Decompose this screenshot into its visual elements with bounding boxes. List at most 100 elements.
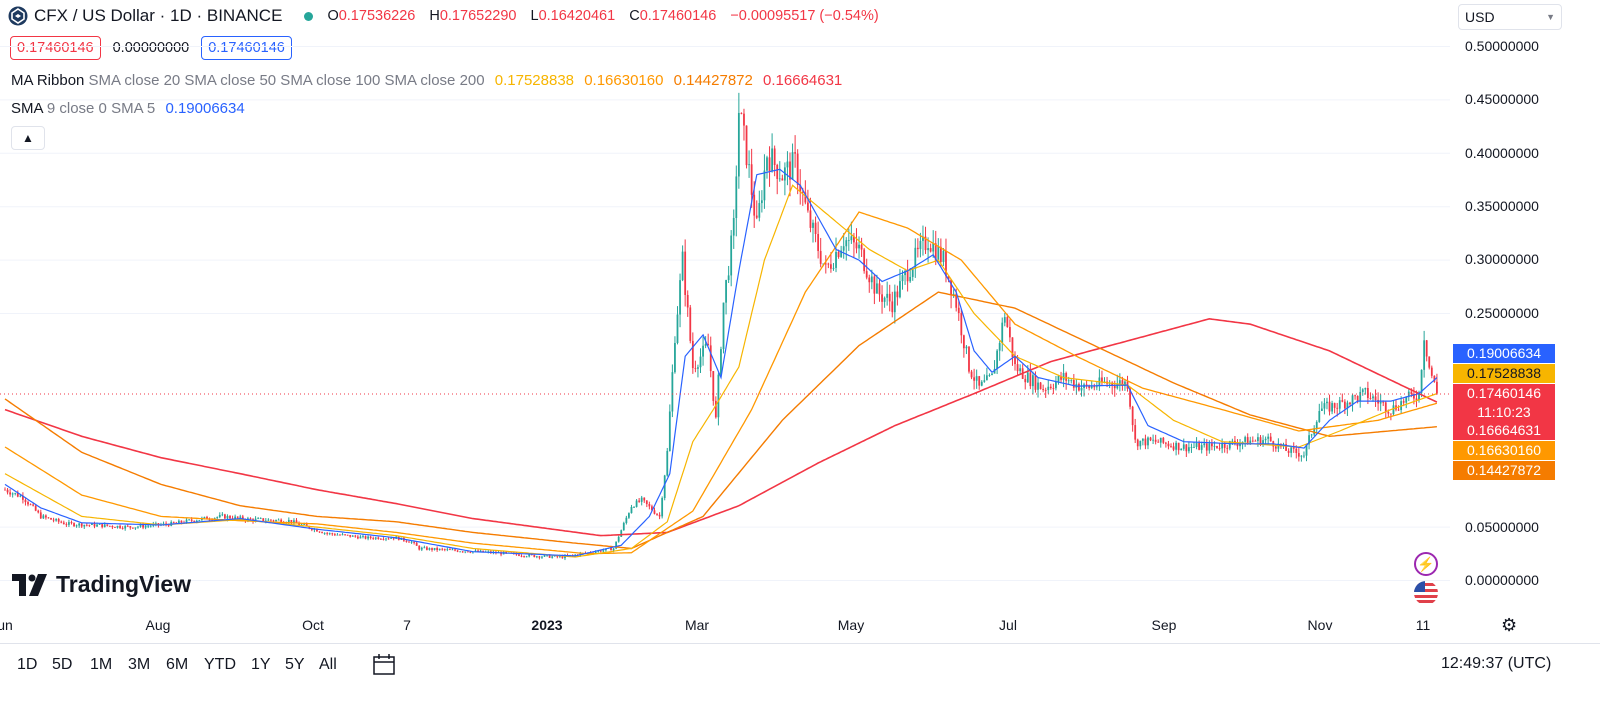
candle-body <box>906 270 909 282</box>
candle-body <box>65 524 68 526</box>
x-tick: May <box>837 617 865 633</box>
candle-body <box>901 275 904 282</box>
candle-body <box>154 523 157 525</box>
candle-body <box>239 516 242 518</box>
candle-body <box>615 541 618 549</box>
candle-body <box>1111 382 1114 386</box>
candle-body <box>177 520 180 523</box>
candle-body <box>413 541 416 543</box>
candle-body <box>847 240 850 241</box>
candle-body <box>1118 380 1121 384</box>
range-1m-button[interactable]: 1M <box>90 656 113 673</box>
buy-price-button[interactable]: 0.17460146 <box>201 36 292 60</box>
ma-ribbon-legend[interactable]: MA Ribbon SMA close 20 SMA close 50 SMA … <box>11 72 842 89</box>
range-ytd-button[interactable]: YTD <box>204 656 236 673</box>
y-tick: 0.50000000 <box>1465 38 1539 54</box>
candle-body <box>1259 437 1262 445</box>
candle-body <box>735 176 738 218</box>
candle-body <box>1402 401 1405 403</box>
candle-body <box>359 536 362 539</box>
candle-body <box>449 549 451 551</box>
settings-gear-icon[interactable]: ⚙ <box>1501 615 1518 635</box>
candle-body <box>973 377 976 381</box>
candle-body <box>858 244 860 249</box>
candle-body <box>1318 411 1321 423</box>
candle-body <box>60 521 63 523</box>
candle-body <box>1042 389 1045 390</box>
range-all-button[interactable]: All <box>319 656 337 673</box>
candle-body <box>535 556 538 558</box>
candle-body <box>1019 368 1022 372</box>
sell-price-button[interactable]: 0.17460146 <box>10 36 101 60</box>
candle-body <box>469 552 472 553</box>
candle-body <box>891 301 894 313</box>
candle-body <box>886 293 889 298</box>
chevron-down-icon: ▼ <box>1546 12 1555 22</box>
candle-body <box>617 536 620 542</box>
ohlc-readout: O0.17536226 H0.17652290 L0.16420461 C0.1… <box>327 8 888 24</box>
candle-body <box>643 497 646 501</box>
candle-body <box>323 532 326 534</box>
symbol-title[interactable]: CFX / US Dollar · 1D · BINANCE <box>34 6 283 25</box>
candle-body <box>1032 375 1034 387</box>
candle-body <box>364 536 367 539</box>
candle-body <box>1413 393 1415 399</box>
candle-body <box>630 507 633 514</box>
collapse-legend-button[interactable]: ▲ <box>11 126 45 150</box>
candle-body <box>505 551 508 553</box>
x-tick: 2023 <box>531 617 563 633</box>
candle-body <box>533 554 536 558</box>
candle-body <box>9 492 12 495</box>
candle-body <box>98 524 101 525</box>
candle-body <box>883 297 886 302</box>
price-chart[interactable] <box>0 0 1450 606</box>
range-3m-button[interactable]: 3M <box>128 656 151 673</box>
candle-body <box>116 525 119 528</box>
candle-body <box>1057 375 1060 382</box>
candle-body <box>369 536 372 539</box>
candle-body <box>96 524 98 527</box>
candle-body <box>904 270 906 276</box>
candle-body <box>344 534 346 536</box>
utc-clock[interactable]: 12:49:37 (UTC) <box>1441 655 1552 672</box>
range-6m-button[interactable]: 6M <box>166 656 189 673</box>
candle-body <box>745 125 748 166</box>
candle-body <box>842 246 845 251</box>
candle-body <box>167 524 170 526</box>
candle-body <box>1095 386 1098 388</box>
range-1d-button[interactable]: 1D <box>17 656 38 673</box>
candle-body <box>1228 441 1231 449</box>
candle-body <box>781 178 784 181</box>
candle-body <box>773 148 776 165</box>
candle-body <box>1154 439 1157 442</box>
candle-body <box>791 152 794 180</box>
sma-legend[interactable]: SMA 9 close 0 SMA 5 0.19006634 <box>11 100 245 117</box>
sma-name: SMA <box>11 100 43 117</box>
candle-body <box>1088 385 1091 389</box>
tradingview-logo[interactable]: TradingView <box>12 571 191 598</box>
candle-body <box>454 549 456 551</box>
candle-body <box>561 556 564 559</box>
candle-body <box>362 536 364 537</box>
date-range-calendar-icon[interactable] <box>372 653 398 677</box>
candle-body <box>1305 444 1308 456</box>
us-flag-icon[interactable] <box>1414 581 1438 605</box>
candle-body <box>1343 401 1346 409</box>
candle-body <box>776 164 779 179</box>
candle-body <box>234 516 237 520</box>
candle-body <box>873 276 876 294</box>
candle-body <box>525 556 528 558</box>
currency-select[interactable]: USD ▼ <box>1458 4 1562 30</box>
candle-body <box>712 371 715 401</box>
range-1y-button[interactable]: 1Y <box>251 656 271 673</box>
candle-body <box>1384 402 1387 413</box>
candle-body <box>477 550 479 552</box>
range-5y-button[interactable]: 5Y <box>285 656 305 673</box>
range-5d-button[interactable]: 5D <box>52 656 73 673</box>
candle-body <box>1389 413 1392 415</box>
lightning-icon[interactable]: ⚡ <box>1414 552 1438 576</box>
candle-body <box>1351 395 1354 405</box>
candle-body <box>318 531 321 533</box>
candle-body <box>957 307 960 314</box>
candle-body <box>129 526 132 528</box>
